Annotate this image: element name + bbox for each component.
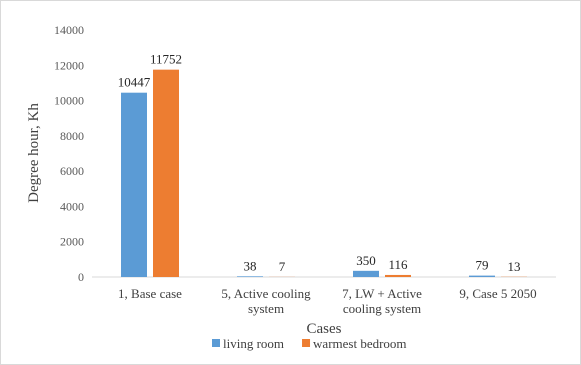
x-tick-label: cooling system xyxy=(343,301,421,316)
x-tick-label: 5, Active cooling xyxy=(221,286,311,301)
x-tick-label: 9, Case 5 2050 xyxy=(459,286,536,301)
y-axis-ticks: 0 2000 4000 6000 8000 10000 12000 14000 xyxy=(54,23,84,284)
x-tick-label: 1, Base case xyxy=(118,286,182,301)
data-label: 10447 xyxy=(118,75,151,90)
legend-label: living room xyxy=(223,336,284,351)
y-tick-label: 4000 xyxy=(60,199,84,213)
bars xyxy=(121,69,527,278)
data-labels: 10447 11752 38 7 350 116 79 13 xyxy=(118,52,521,274)
y-axis-title-text: Degree hour, Kh xyxy=(26,103,42,203)
bar-living-room xyxy=(237,276,263,277)
data-label: 11752 xyxy=(150,52,182,67)
data-label: 116 xyxy=(388,257,408,272)
data-label: 13 xyxy=(508,259,521,274)
data-label: 38 xyxy=(244,258,257,273)
y-tick-label: 2000 xyxy=(60,235,84,249)
y-axis-title: Degree hour, Kh xyxy=(26,103,42,203)
legend-swatch xyxy=(212,339,220,347)
bar-living-room xyxy=(469,275,495,277)
bar-living-room xyxy=(353,270,379,277)
y-tick-label: 8000 xyxy=(60,129,84,143)
data-label: 7 xyxy=(279,259,286,274)
data-label: 79 xyxy=(476,258,489,273)
bar-warmest-bedroom xyxy=(385,274,411,277)
legend-label: warmest bedroom xyxy=(313,336,407,351)
x-axis-title: Cases xyxy=(307,321,342,337)
y-tick-label: 6000 xyxy=(60,164,84,178)
legend: living room warmest bedroom xyxy=(212,336,407,351)
y-tick-label: 10000 xyxy=(54,94,84,108)
x-tick-label: 7, LW + Active xyxy=(342,286,422,301)
data-label: 350 xyxy=(356,253,376,268)
y-tick-label: 12000 xyxy=(54,58,84,72)
legend-swatch xyxy=(302,339,311,347)
bar-warmest-bedroom xyxy=(153,69,179,278)
x-tick-label: system xyxy=(248,301,284,316)
bar-living-room xyxy=(121,92,147,277)
y-tick-label: 0 xyxy=(78,270,84,284)
y-tick-label: 14000 xyxy=(54,23,84,37)
